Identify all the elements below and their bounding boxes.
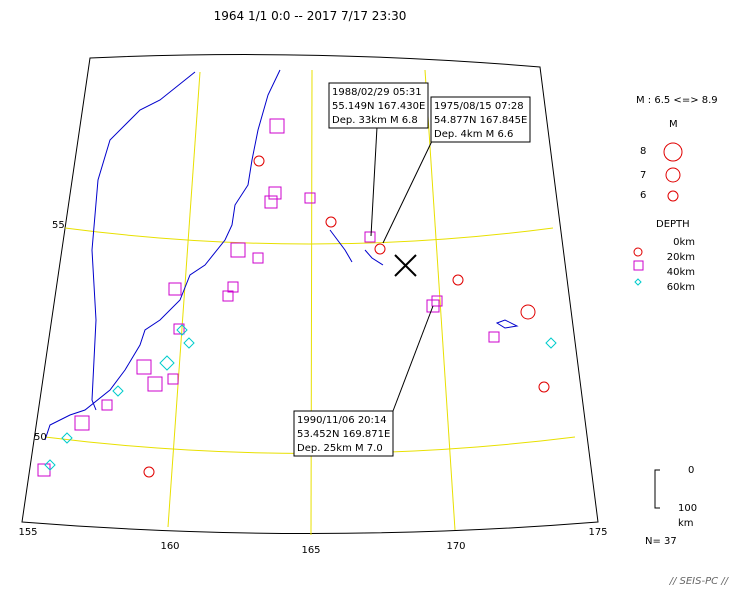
lon-label: 170 <box>446 541 465 552</box>
lon-label: 160 <box>160 541 179 552</box>
lon-label: 155 <box>18 527 37 538</box>
callout-line: 55.149N 167.430E <box>332 101 425 112</box>
callout-box <box>328 82 429 129</box>
scale-label: km <box>678 518 694 529</box>
callout-line: 1990/11/06 20:14 <box>297 415 387 426</box>
legend-item: 20km <box>667 252 695 263</box>
legend-item: 8 <box>640 146 646 157</box>
lon-label: 165 <box>301 545 320 556</box>
legend-item: 0km <box>673 237 695 248</box>
legend-item: 60km <box>667 282 695 293</box>
legend: M : 6.5 <=> 8.9 M 8 7 6 DEPTH 0km 20km 4… <box>633 95 718 293</box>
callout-line: 1988/02/29 05:31 <box>332 87 422 98</box>
lon-labels: 155 160 165 170 175 <box>18 527 607 556</box>
legend-item: 40km <box>667 267 695 278</box>
legend-title: M <box>669 119 678 130</box>
legend-item: 6 <box>640 190 646 201</box>
callout-box <box>430 96 531 143</box>
callout-line: Dep. 25km M 7.0 <box>297 443 383 454</box>
scale-label: 0 <box>688 465 694 476</box>
callout-box <box>293 410 394 457</box>
legend-title: DEPTH <box>656 219 690 230</box>
footer: // SEIS-PC // <box>669 576 730 587</box>
scale-label: 100 <box>678 503 697 514</box>
coastline <box>44 69 519 441</box>
callout-line: Dep. 33km M 6.8 <box>332 115 418 126</box>
callout-line: 1975/08/15 07:28 <box>434 101 524 112</box>
lat-labels: 55 50 <box>34 220 65 443</box>
lat-label: 50 <box>34 432 47 443</box>
callout-line: 53.452N 169.871E <box>297 429 390 440</box>
legend-item: 7 <box>640 170 646 181</box>
callouts: 1988/02/29 05:31 55.149N 167.430E Dep. 33k… <box>293 82 531 457</box>
map-frame <box>21 54 599 534</box>
events <box>37 118 557 478</box>
legend-range: M : 6.5 <=> 8.9 <box>636 95 718 106</box>
title: 1964 1/1 0:0 -- 2017 7/17 23:30 <box>214 9 407 23</box>
lat-label: 55 <box>52 220 65 231</box>
lon-label: 175 <box>588 527 607 538</box>
event-count: N= 37 <box>645 536 677 547</box>
scale-bar: 0 100 km <box>654 465 697 529</box>
callout-line: Dep. 4km M 6.6 <box>434 129 513 140</box>
callout-line: 54.877N 167.845E <box>434 115 527 126</box>
leaders <box>370 126 434 412</box>
